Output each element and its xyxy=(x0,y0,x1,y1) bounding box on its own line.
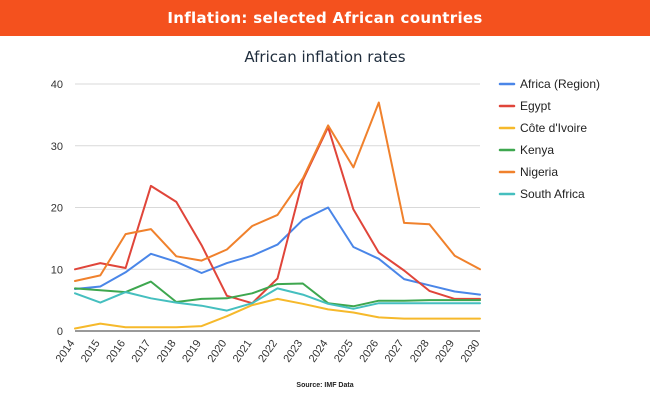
legend-label: Côte d'Ivoire xyxy=(520,121,587,135)
x-tick-label: 2021 xyxy=(231,338,255,365)
series-line-nigeria xyxy=(74,101,481,282)
x-tick-label: 2018 xyxy=(155,338,179,365)
y-tick-label: 20 xyxy=(51,203,63,215)
series-line-c-te-d-ivoire xyxy=(74,297,481,330)
x-tick-label: 2016 xyxy=(104,338,128,365)
x-tick-label: 2023 xyxy=(281,338,305,365)
y-tick-label: 0 xyxy=(57,326,63,338)
y-tick-label: 30 xyxy=(51,141,63,153)
x-tick-label: 2014 xyxy=(54,338,78,365)
chart-series xyxy=(74,101,481,330)
x-tick-label: 2028 xyxy=(408,338,432,365)
series-line-south-africa xyxy=(74,287,481,312)
x-tick-label: 2020 xyxy=(205,338,229,365)
series-line-kenya xyxy=(74,280,481,308)
x-tick-label: 2024 xyxy=(307,338,331,365)
x-tick-label: 2019 xyxy=(180,338,204,365)
series-line-africa-region xyxy=(74,206,481,296)
x-tick-label: 2030 xyxy=(459,338,483,365)
chart-grid xyxy=(75,83,480,332)
x-tick-label: 2015 xyxy=(79,338,103,365)
x-tick-label: 2025 xyxy=(332,338,356,365)
y-tick-label: 10 xyxy=(51,264,63,276)
x-axis: 2014 2015 2016 2017 2018 2019 2020 2021 2022 2023… xyxy=(54,338,483,365)
legend-label: Kenya xyxy=(520,143,554,157)
x-tick-label: 2022 xyxy=(256,338,280,365)
x-tick-label: 2017 xyxy=(130,338,154,365)
banner-title: Inflation: selected African countries xyxy=(167,9,483,27)
source-note: Source: IMF Data xyxy=(296,382,353,389)
chart-area: African inflation rates 0 10 20 30 40 2014 20… xyxy=(0,36,650,400)
y-axis: 0 10 20 30 40 xyxy=(51,79,63,338)
y-tick-label: 40 xyxy=(51,79,63,91)
series-line-egypt xyxy=(74,126,481,305)
legend-label: South Africa xyxy=(520,187,585,201)
chart-legend: Africa (Region) Egypt Côte d'Ivoire Kenya Ni… xyxy=(498,77,600,201)
x-tick-label: 2026 xyxy=(357,338,381,365)
x-tick-label: 2029 xyxy=(433,338,457,365)
legend-label: Africa (Region) xyxy=(520,77,600,91)
legend-label: Nigeria xyxy=(520,165,558,179)
chart-title: African inflation rates xyxy=(244,48,405,66)
legend-label: Egypt xyxy=(520,99,551,113)
x-tick-label: 2027 xyxy=(383,338,407,365)
page-banner: Inflation: selected African countries xyxy=(0,0,650,36)
